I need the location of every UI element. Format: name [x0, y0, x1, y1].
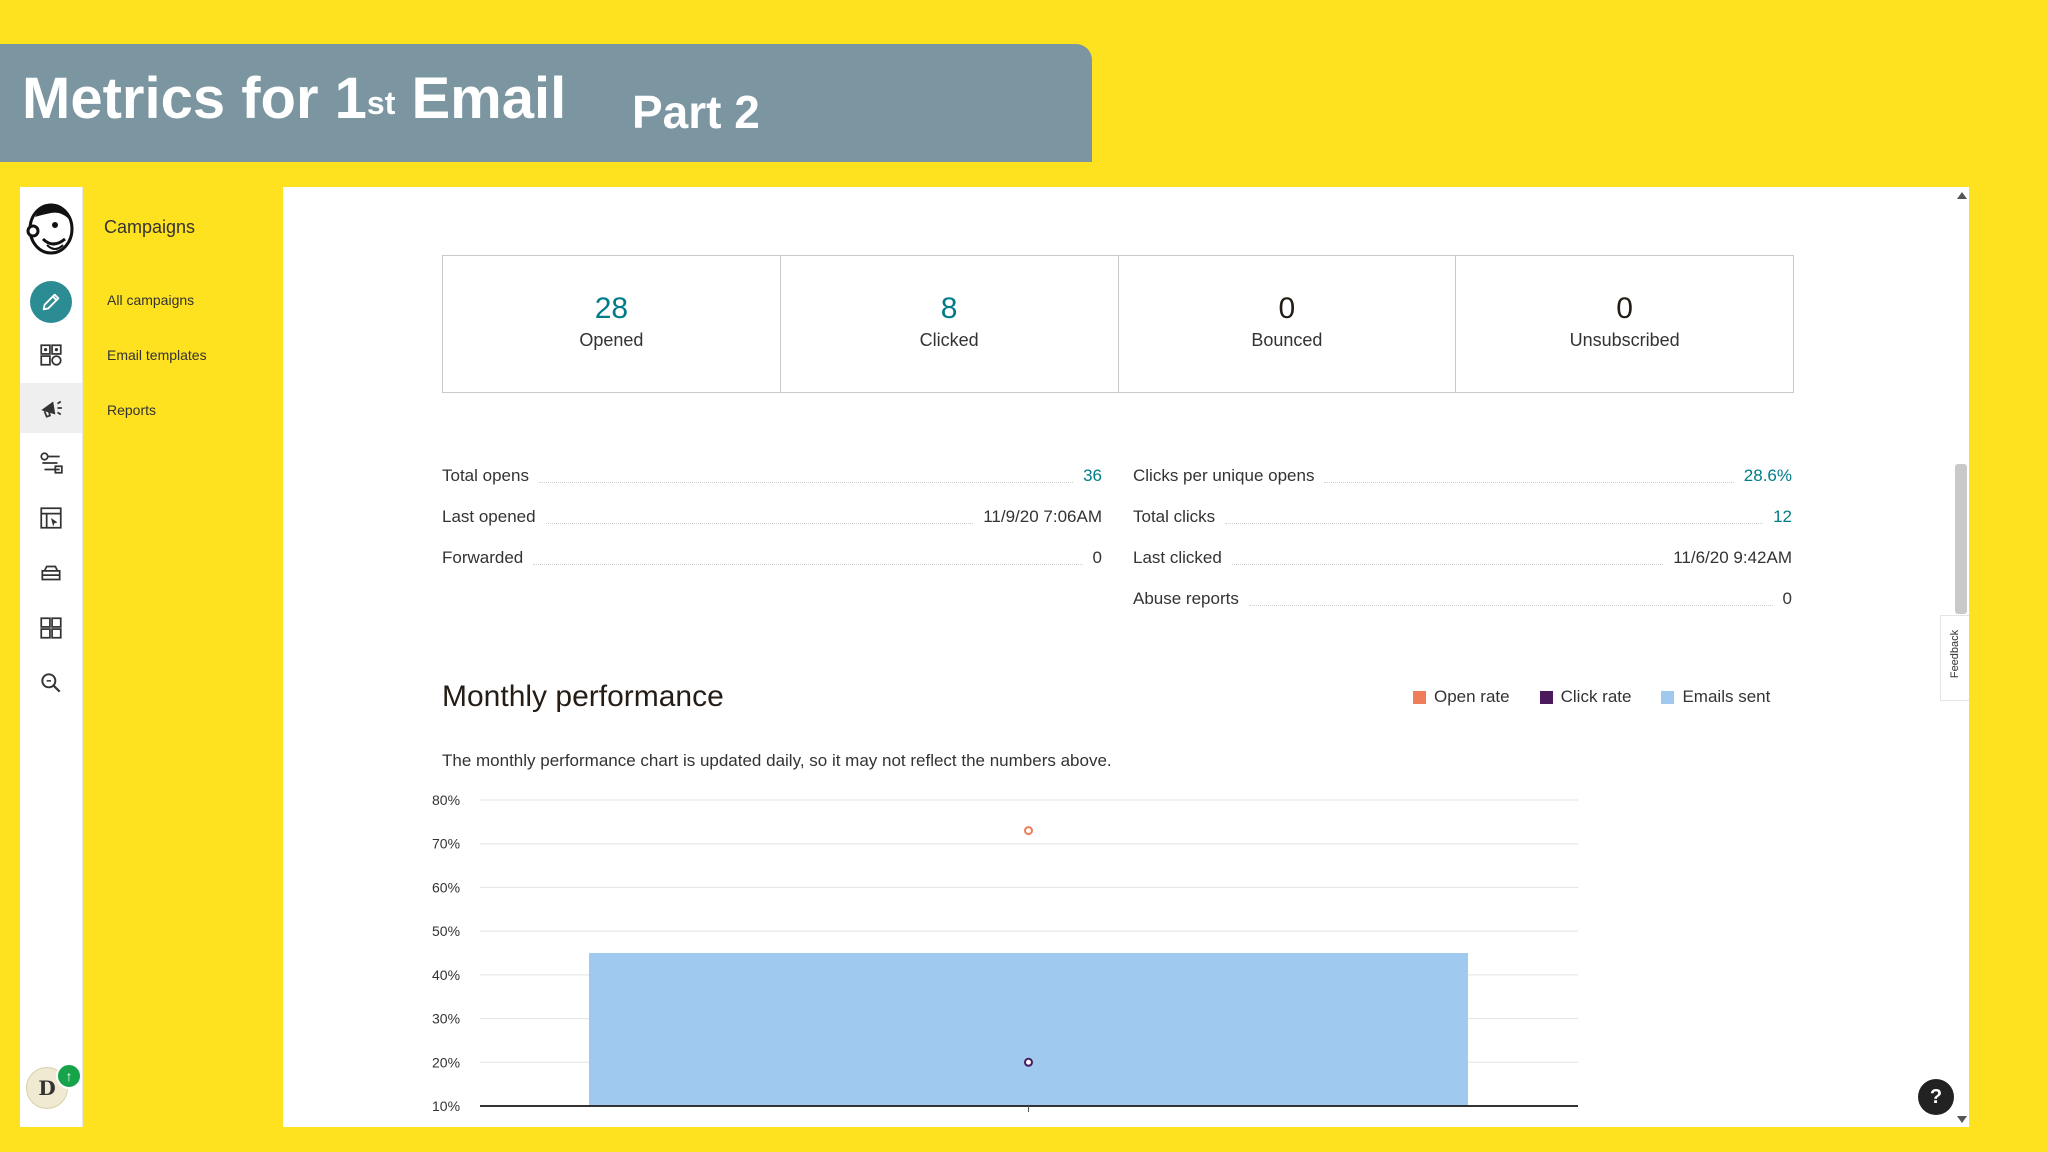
kpi-label: Opened [579, 330, 644, 350]
y-tick-label: 50% [432, 923, 460, 939]
kpi-label: Bounced [1251, 330, 1323, 350]
leader-dots [1225, 511, 1764, 524]
y-tick-label: 30% [432, 1011, 460, 1027]
section-title-monthly-performance: Monthly performance [442, 680, 724, 713]
audience-icon[interactable] [33, 337, 69, 373]
kpi-value: 8 [940, 292, 958, 325]
create-pencil-icon[interactable] [30, 281, 72, 323]
leader-dots [1324, 470, 1734, 483]
feedback-label: Feedback [1949, 629, 1961, 679]
open-rate-point [1024, 826, 1033, 836]
stat-value: 0 [1092, 548, 1102, 567]
scroll-down-arrow-icon[interactable] [1957, 1116, 1967, 1123]
stat-label: Clicks per unique opens [1133, 466, 1315, 485]
stat-abuse-reports: Abuse reports 0 [1133, 584, 1792, 614]
stat-value: 11/9/20 7:06AM [983, 507, 1102, 526]
kpi-clicked[interactable]: 8 Clicked [781, 256, 1119, 392]
kpi-opened[interactable]: 28 Opened [443, 256, 781, 392]
kpi-value: 28 [594, 292, 629, 325]
legend-swatch [1413, 690, 1426, 704]
mailchimp-logo-icon[interactable] [25, 199, 77, 257]
stat-value[interactable]: 36 [1083, 466, 1102, 485]
stat-label: Total opens [442, 466, 529, 485]
website-icon[interactable] [33, 500, 69, 536]
click-rate-point [1024, 1057, 1033, 1067]
subnav-item-reports[interactable]: Reports [107, 402, 157, 418]
stat-value: 11/6/20 9:42AM [1673, 548, 1792, 567]
legend-emails-sent[interactable]: Emails sent [1661, 687, 1770, 707]
emails-sent-bar [589, 953, 1468, 1106]
kpi-label: Unsubscribed [1569, 330, 1680, 350]
y-tick-label: 10% [432, 1098, 460, 1114]
slide-title-main: Metrics for 1 [22, 66, 367, 131]
y-tick-label: 70% [432, 836, 460, 852]
slide-title-ordinal: st [366, 85, 396, 121]
subnav-item-email-templates[interactable]: Email templates [107, 347, 207, 363]
legend-click-rate[interactable]: Click rate [1539, 687, 1632, 707]
kpi-label: Clicked [919, 330, 979, 350]
stat-forwarded: Forwarded 0 [442, 543, 1102, 573]
help-button[interactable]: ? [1918, 1079, 1954, 1115]
megaphone-icon[interactable] [33, 390, 69, 426]
stat-last-opened: Last opened 11/9/20 7:06AM [442, 502, 1102, 532]
chart-legend: Open rate Click rate Emails sent [1413, 685, 1770, 709]
leader-dots [545, 511, 974, 524]
content-studio-icon[interactable] [33, 555, 69, 591]
stat-label: Last clicked [1133, 548, 1222, 567]
y-tick-label: 20% [432, 1054, 460, 1070]
slide-subtitle: Part 2 [632, 86, 760, 138]
legend-label: Click rate [1560, 687, 1632, 706]
automation-icon[interactable] [33, 445, 69, 481]
legend-label: Open rate [1434, 687, 1510, 706]
upgrade-arrow-icon[interactable]: ↑ [56, 1063, 82, 1089]
subnav-item-all-campaigns[interactable]: All campaigns [107, 292, 195, 308]
slide-title: Metrics for 1st Email [22, 64, 566, 134]
scroll-up-arrow-icon[interactable] [1957, 192, 1967, 199]
chart-note: The monthly performance chart is updated… [442, 751, 1112, 770]
campaigns-subnav: Campaigns All campaigns Email templates … [83, 187, 283, 1127]
stat-label: Forwarded [442, 548, 524, 567]
stat-label: Last opened [442, 507, 536, 526]
legend-swatch [1539, 690, 1553, 704]
integrations-grid-icon[interactable] [33, 610, 69, 646]
leader-dots [1231, 552, 1664, 565]
leader-dots [538, 470, 1074, 483]
subnav-heading: Campaigns [104, 217, 196, 237]
stat-total-opens: Total opens 36 [442, 461, 1102, 491]
stat-value[interactable]: 28.6% [1743, 466, 1792, 485]
search-icon[interactable] [33, 665, 69, 701]
leader-dots [1248, 593, 1773, 606]
legend-open-rate[interactable]: Open rate [1413, 687, 1510, 707]
y-tick-label: 60% [432, 879, 460, 895]
stat-label: Total clicks [1133, 507, 1216, 526]
icon-rail: D ↑ [20, 187, 83, 1127]
stat-clicks-per-unique-opens: Clicks per unique opens 28.6% [1133, 461, 1792, 491]
stat-value: 0 [1782, 589, 1792, 608]
slide-title-banner: Metrics for 1st Email Part 2 [0, 44, 1092, 162]
y-tick-label: 40% [432, 967, 460, 983]
kpi-value: 0 [1278, 292, 1296, 325]
legend-label: Emails sent [1682, 687, 1771, 706]
feedback-tab[interactable]: Feedback [1940, 615, 1969, 701]
kpi-value: 0 [1616, 292, 1633, 325]
stat-total-clicks: Total clicks 12 [1133, 502, 1792, 532]
slide-title-tail: Email [395, 66, 567, 131]
stat-label: Abuse reports [1133, 589, 1239, 608]
stat-last-clicked: Last clicked 11/6/20 9:42AM [1133, 543, 1792, 573]
monthly-performance-chart: 80% 70% 60% 50% 40% 30% 20% 10% [432, 792, 1578, 1114]
y-tick-label: 80% [432, 792, 460, 808]
kpi-unsubscribed[interactable]: 0 Unsubscribed [1456, 256, 1793, 392]
kpi-summary: 28 Opened 8 Clicked 0 Bounced 0 Unsubscr… [442, 255, 1794, 393]
kpi-bounced[interactable]: 0 Bounced [1119, 256, 1457, 392]
legend-swatch [1661, 690, 1675, 704]
stat-value[interactable]: 12 [1773, 507, 1792, 526]
scrollbar-thumb[interactable] [1955, 464, 1967, 614]
leader-dots [533, 552, 1083, 565]
